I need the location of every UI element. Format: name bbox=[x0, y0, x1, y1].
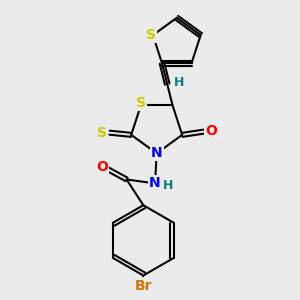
Text: S: S bbox=[97, 126, 107, 140]
Text: O: O bbox=[96, 160, 108, 174]
Text: N: N bbox=[151, 146, 163, 160]
Text: O: O bbox=[205, 124, 217, 138]
Text: S: S bbox=[146, 28, 156, 42]
Text: Br: Br bbox=[135, 278, 152, 292]
Text: S: S bbox=[136, 96, 146, 110]
Text: N: N bbox=[149, 176, 161, 190]
Text: H: H bbox=[163, 178, 173, 192]
Text: H: H bbox=[174, 76, 184, 89]
